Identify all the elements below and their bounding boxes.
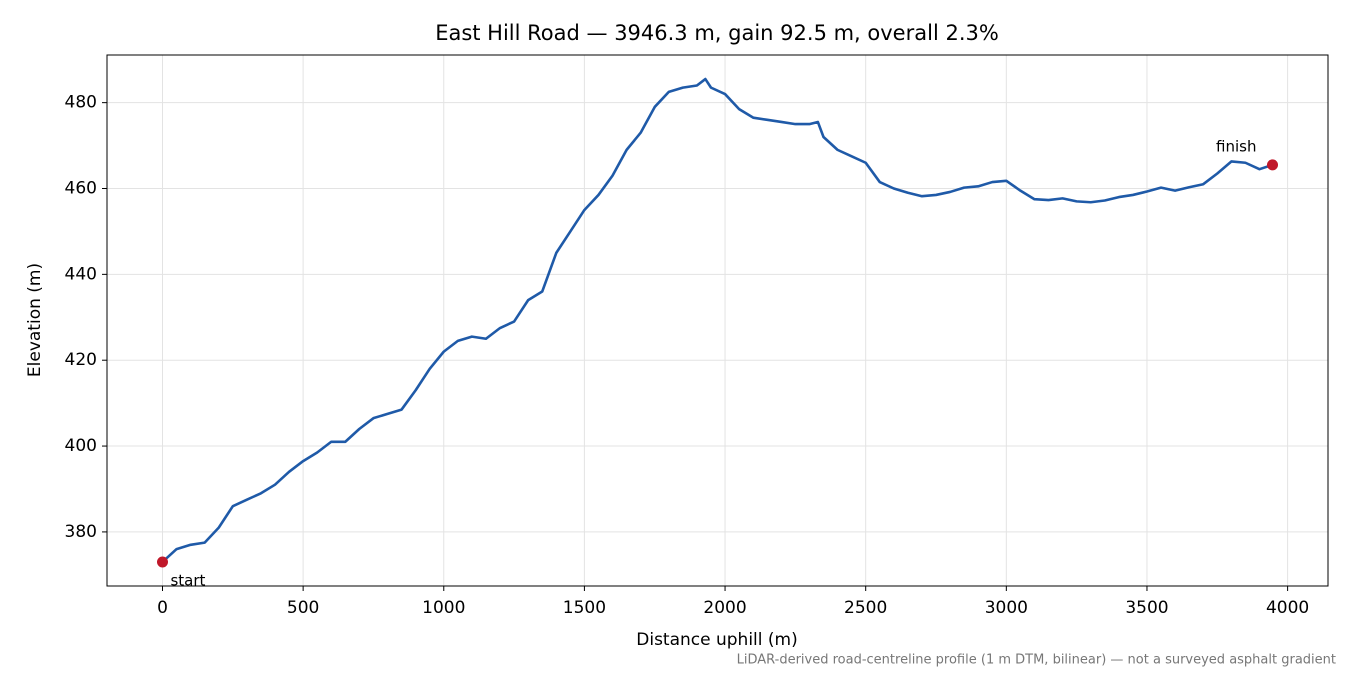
y-axis-label: Elevation (m) [25,263,45,377]
y-tick-label: 440 [65,264,97,284]
finish-marker [1267,159,1279,171]
x-tick-label: 0 [157,598,168,618]
elevation-line [161,77,1273,563]
x-tick-label: 2000 [703,598,746,618]
finish-label: finish [1216,137,1256,155]
start-label: start [170,571,205,589]
x-tick-label: 4000 [1266,598,1309,618]
x-axis-label: Distance uphill (m) [636,630,797,650]
x-tick-label: 2500 [844,598,887,618]
y-tick-label: 400 [65,436,97,456]
x-tick-label: 3500 [1125,598,1168,618]
start-marker [156,556,168,568]
y-tick-label: 480 [65,93,97,113]
y-tick-label: 460 [65,179,97,199]
x-tick-label: 500 [287,598,319,618]
plot-frame [106,54,1329,587]
y-tick-label: 380 [65,522,97,542]
y-tick-label: 420 [65,350,97,370]
x-tick-label: 1500 [563,598,606,618]
x-tick-label: 1000 [422,598,465,618]
chart-title: East Hill Road — 3946.3 m, gain 92.5 m, … [435,21,999,45]
footnote: LiDAR-derived road-centreline profile (1… [737,653,1336,668]
x-tick-label: 3000 [985,598,1028,618]
